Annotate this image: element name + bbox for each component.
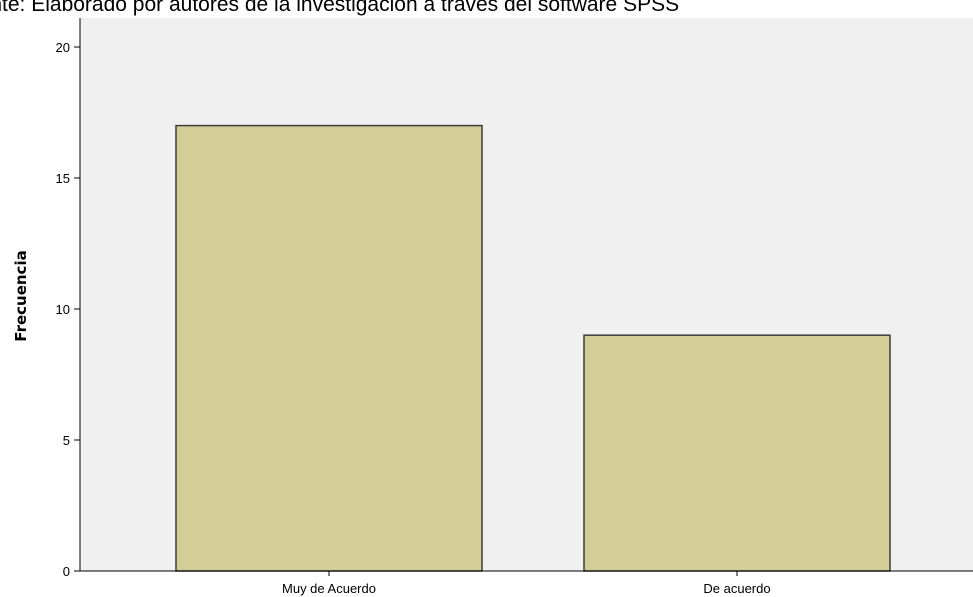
y-axis: 0 5 10 15 20	[56, 18, 81, 579]
x-axis: Muy de Acuerdo De acuerdo	[80, 570, 973, 596]
x-tick-label-0: Muy de Acuerdo	[282, 581, 376, 596]
bar-1	[583, 334, 891, 572]
y-tick-label-2: 10	[56, 302, 70, 317]
source-caption-text: uente: Elaborado por autores de la inves…	[0, 0, 680, 16]
y-axis-title: Frecuencia	[12, 250, 30, 341]
y-tick-label-4: 20	[56, 40, 70, 55]
y-tick-label-1: 5	[63, 433, 70, 448]
y-tick-label-0: 0	[63, 564, 70, 579]
bar-0	[175, 124, 483, 572]
x-tick-label-1: De acuerdo	[703, 581, 770, 596]
y-tick-label-3: 15	[56, 171, 70, 186]
bars-layer	[175, 124, 891, 572]
source-caption: uente: Elaborado por autores de la inves…	[0, 0, 973, 26]
